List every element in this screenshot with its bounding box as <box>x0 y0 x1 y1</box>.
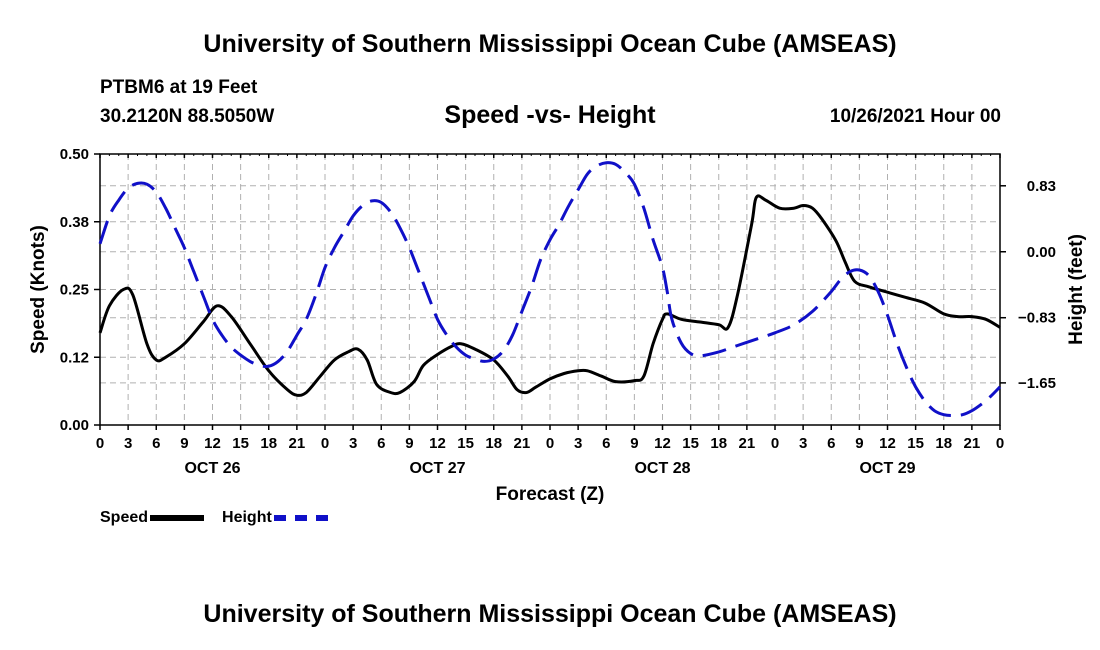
x-tick-label: 6 <box>377 435 385 452</box>
x-tick-label: 0 <box>996 435 1004 452</box>
x-tick-label: 12 <box>879 435 896 452</box>
chart-legend: Speed Height <box>100 509 346 527</box>
x-tick-label: 0 <box>96 435 104 452</box>
chart-subtitle: Speed -vs- Height <box>444 101 656 129</box>
x-tick-label: 9 <box>180 435 188 452</box>
x-tick-label: 6 <box>152 435 160 452</box>
x-tick-label: 12 <box>429 435 446 452</box>
x-tick-label: 12 <box>204 435 221 452</box>
x-tick-label: 21 <box>514 435 531 452</box>
x-tick-label: 15 <box>682 435 699 452</box>
x-tick-label: 18 <box>710 435 727 452</box>
y-right-tick-label: 0.00 <box>1027 244 1056 261</box>
x-tick-label: 9 <box>405 435 413 452</box>
y-left-tick-label: 0.00 <box>60 417 89 434</box>
x-tick-label: 21 <box>739 435 756 452</box>
x-tick-label: 15 <box>457 435 474 452</box>
chart-title-repeat: University of Southern Mississippi Ocean… <box>203 600 897 628</box>
x-tick-label: 3 <box>574 435 582 452</box>
speed-series-line <box>98 194 1001 397</box>
x-tick-label: 9 <box>630 435 638 452</box>
y-right-tick-label: 0.83 <box>1027 178 1056 195</box>
x-tick-label: 21 <box>964 435 981 452</box>
x-tick-label: 15 <box>232 435 249 452</box>
y-left-tick-label: 0.25 <box>60 282 89 299</box>
y-right-axis-title: Height (feet) <box>1066 234 1087 345</box>
y-right-tick-label: −0.83 <box>1018 310 1056 327</box>
y-left-tick-label: 0.50 <box>60 146 89 163</box>
legend-speed-swatch <box>150 515 205 521</box>
x-tick-label: 0 <box>546 435 554 452</box>
forecast-datetime: 10/26/2021 Hour 00 <box>829 106 1001 127</box>
x-day-label: OCT 27 <box>409 460 465 477</box>
legend-speed-label: Speed <box>100 509 149 526</box>
x-tick-label: 18 <box>935 435 952 452</box>
x-tick-label: 3 <box>124 435 132 452</box>
x-day-label: OCT 26 <box>184 460 240 477</box>
x-tick-label: 18 <box>260 435 277 452</box>
station-coordinates: 30.2120N 88.5050W <box>100 106 275 127</box>
x-tick-label: 12 <box>654 435 671 452</box>
y-right-tick-label: −1.65 <box>1018 375 1056 392</box>
x-tick-label: 3 <box>799 435 807 452</box>
height-series-line <box>98 161 1002 417</box>
x-tick-label: 9 <box>855 435 863 452</box>
x-day-label: OCT 29 <box>859 460 915 477</box>
legend-height-swatch <box>273 515 328 521</box>
chart-title: University of Southern Mississippi Ocean… <box>203 30 897 58</box>
y-left-tick-label: 0.12 <box>60 349 89 366</box>
legend-height-label: Height <box>222 509 272 526</box>
y-left-axis-title: Speed (Knots) <box>28 225 49 354</box>
x-tick-label: 0 <box>321 435 329 452</box>
x-tick-label: 21 <box>289 435 306 452</box>
x-axis-title: Forecast (Z) <box>496 484 605 505</box>
x-tick-label: 6 <box>827 435 835 452</box>
x-tick-label: 18 <box>485 435 502 452</box>
station-label: PTBM6 at 19 Feet <box>100 77 258 98</box>
x-tick-label: 0 <box>771 435 779 452</box>
y-left-tick-label: 0.38 <box>60 214 89 231</box>
x-tick-label: 15 <box>907 435 924 452</box>
x-tick-label: 6 <box>602 435 610 452</box>
x-tick-label: 3 <box>349 435 357 452</box>
x-day-label: OCT 28 <box>634 460 690 477</box>
